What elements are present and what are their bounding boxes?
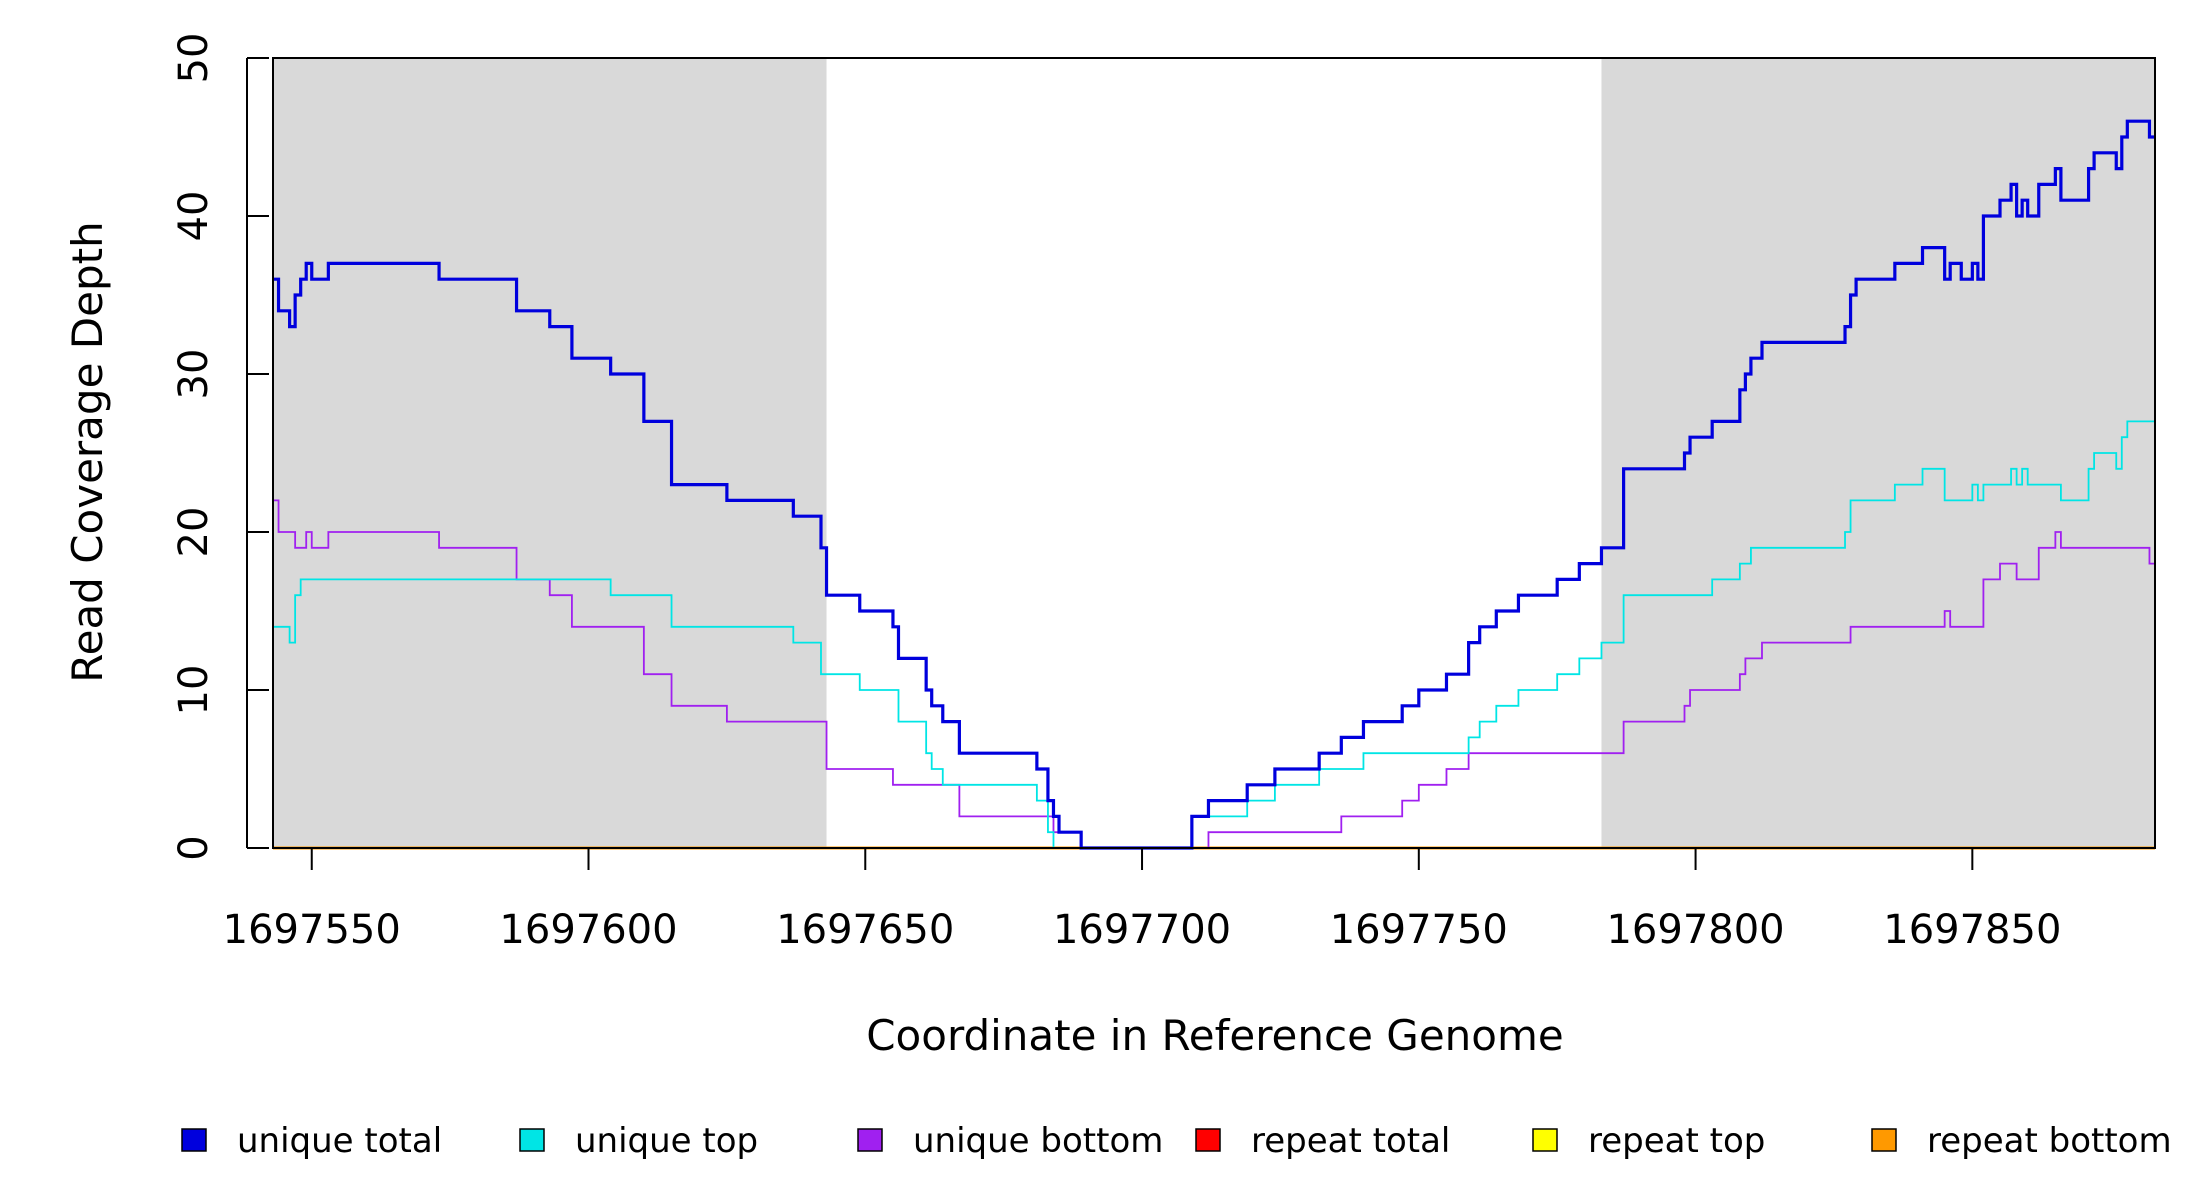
legend-label: unique top bbox=[575, 1121, 758, 1161]
legend-item-repeat-bottom: repeat bottom bbox=[1871, 1121, 2172, 1161]
series-line-unique-top bbox=[273, 420, 2155, 849]
y-tick-label: 50 bbox=[171, 33, 217, 84]
legend-item-unique-total: unique total bbox=[181, 1121, 442, 1161]
y-axis: 0 10 20 30 40 50 bbox=[171, 33, 269, 861]
x-tick-label: 1697850 bbox=[1883, 907, 2061, 953]
x-tick-label: 1697700 bbox=[1053, 907, 1231, 953]
x-tick-label: 1697750 bbox=[1330, 907, 1508, 953]
legend-item-repeat-total: repeat total bbox=[1195, 1121, 1450, 1161]
shaded-region-2 bbox=[1601, 58, 2155, 848]
y-axis-label: Read Coverage Depth bbox=[63, 221, 112, 682]
legend-item-unique-bottom: unique bottom bbox=[857, 1121, 1163, 1161]
series-line-unique-total bbox=[273, 119, 2155, 850]
x-axis: 1697550 1697600 1697650 1697700 1697750 16978… bbox=[223, 847, 2061, 953]
y-tick-label: 40 bbox=[171, 191, 217, 242]
y-tick-label: 10 bbox=[171, 665, 217, 716]
legend-swatch bbox=[181, 1128, 207, 1152]
x-tick-label: 1697550 bbox=[223, 907, 401, 953]
legend-swatch bbox=[1195, 1128, 1221, 1152]
legend-swatch bbox=[857, 1128, 883, 1152]
legend-swatch bbox=[1871, 1128, 1897, 1152]
legend-item-repeat-top: repeat top bbox=[1532, 1121, 1765, 1161]
legend-label: unique bottom bbox=[913, 1121, 1163, 1161]
legend-swatch bbox=[519, 1128, 545, 1152]
legend-label: repeat bottom bbox=[1927, 1121, 2172, 1161]
legend: unique total unique top unique bottom repea… bbox=[181, 1121, 2172, 1161]
y-tick-label: 0 bbox=[171, 835, 217, 860]
shaded-regions bbox=[273, 58, 2155, 848]
legend-swatch bbox=[1532, 1128, 1558, 1152]
x-tick-label: 1697600 bbox=[499, 907, 677, 953]
x-tick-label: 1697650 bbox=[776, 907, 954, 953]
legend-item-unique-top: unique top bbox=[519, 1121, 758, 1161]
y-tick-label: 20 bbox=[171, 507, 217, 558]
series-line-unique-bottom bbox=[273, 499, 2155, 849]
y-tick-label: 30 bbox=[171, 349, 217, 400]
legend-label: repeat top bbox=[1588, 1121, 1765, 1161]
shaded-region-1 bbox=[273, 58, 827, 848]
legend-label: repeat total bbox=[1251, 1121, 1450, 1161]
x-axis-label: Coordinate in Reference Genome bbox=[866, 1011, 1564, 1060]
x-tick-label: 1697800 bbox=[1606, 907, 1784, 953]
legend-label: unique total bbox=[237, 1121, 442, 1161]
